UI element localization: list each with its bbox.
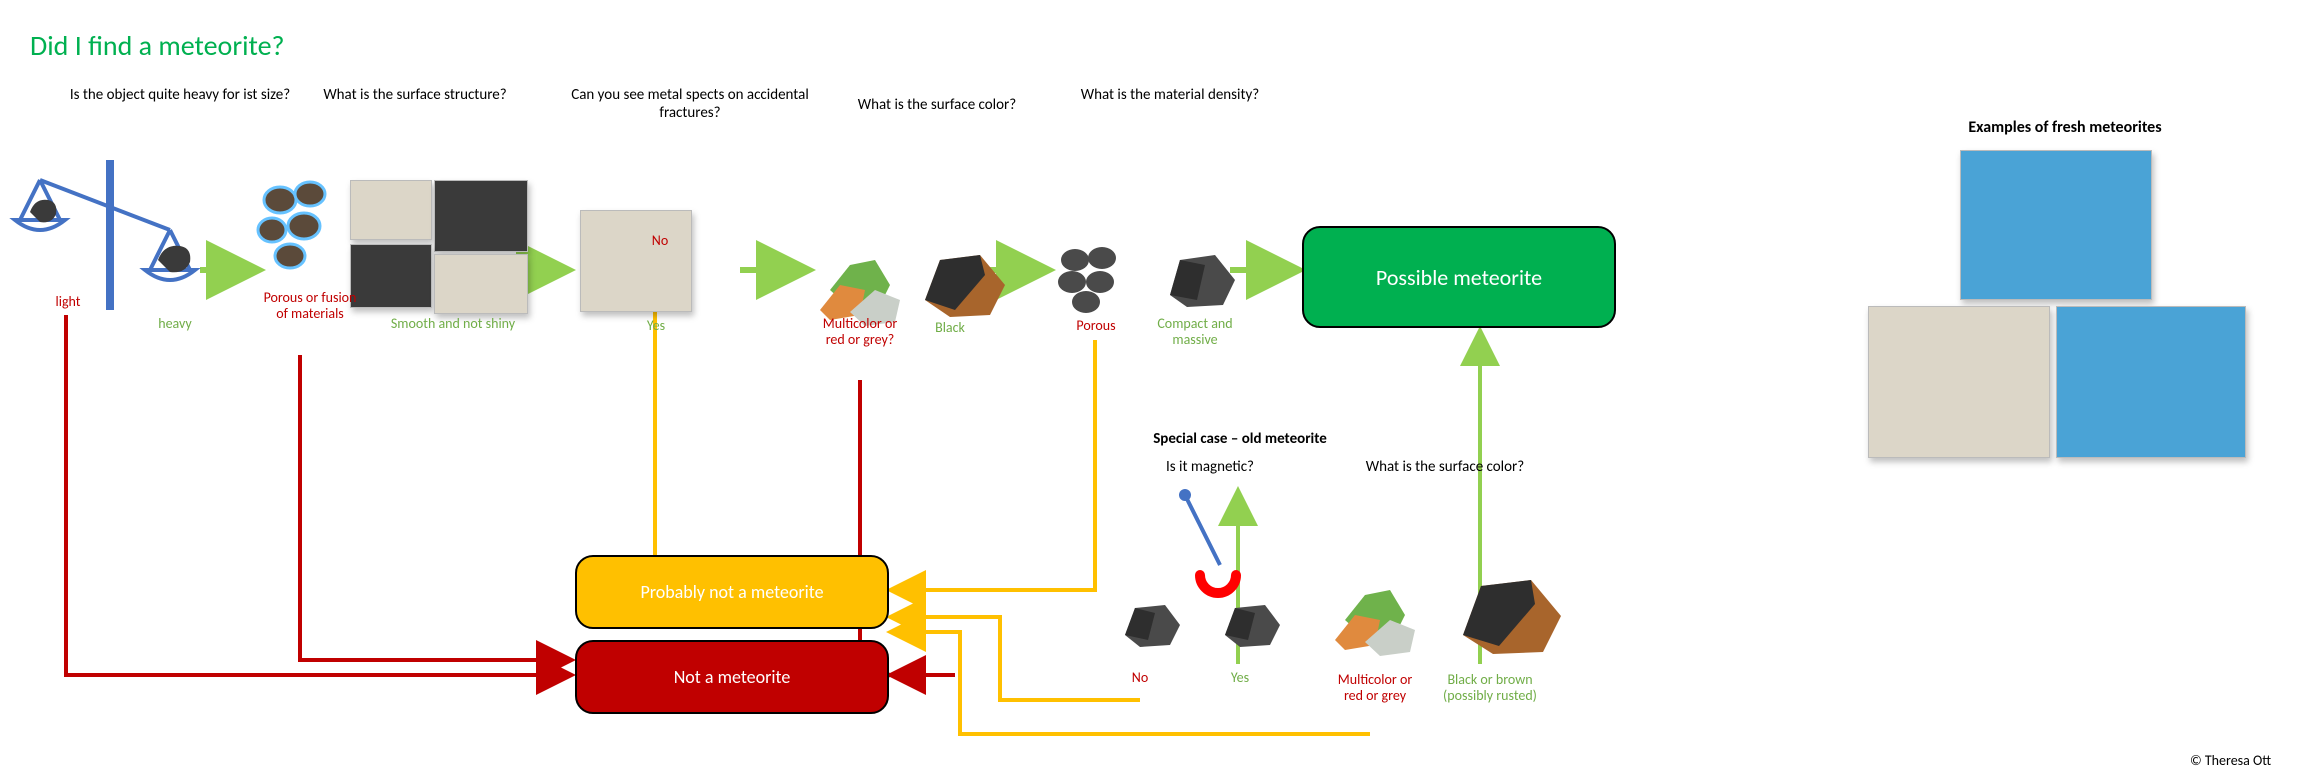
answer-compact: Compact and massive — [1150, 316, 1240, 376]
example-photo-1 — [1960, 150, 2152, 300]
surface-photo-2 — [434, 180, 528, 252]
density-icons — [1058, 247, 1235, 313]
answer-porous: Porous or fusion of materials — [260, 290, 360, 350]
copyright: © Theresa Ott — [2190, 752, 2300, 770]
example-photo-3 — [2056, 306, 2246, 458]
balance-scale-icon — [15, 160, 195, 310]
surface-photo-3 — [350, 244, 432, 308]
surface-photo-4 — [434, 254, 528, 314]
question-surface: What is the surface structure? — [305, 86, 525, 126]
question-color: What is the surface color? — [832, 96, 1042, 116]
page-title: Did I find a meteorite? — [30, 28, 430, 62]
answer-magnetic-no: No — [1120, 670, 1160, 688]
answer-heavy: heavy — [145, 316, 205, 334]
answer-metal-yes: Yes — [636, 318, 676, 336]
special-case-label: Special case – old meteorite — [1090, 430, 1390, 450]
result-not: Not a meteorite — [575, 640, 889, 714]
porous-blobs-icon — [258, 182, 325, 268]
answer-light: light — [38, 294, 98, 312]
answer-density-porous: Porous — [1066, 318, 1126, 336]
answer-smooth: Smooth and not shiny — [388, 316, 518, 356]
question-color-2: What is the surface color? — [1320, 458, 1570, 478]
answer-magnetic-yes: Yes — [1220, 670, 1260, 688]
question-weight: Is the object quite heavy for ist size? — [60, 86, 300, 126]
answer-black: Black — [920, 320, 980, 338]
examples-heading: Examples of fresh meteorites — [1890, 118, 2240, 138]
surface-color-rocks-2 — [1335, 580, 1561, 656]
answer-black-brown: Black or brown (possibly rusted) — [1440, 672, 1540, 747]
magnet-test-icon — [1125, 489, 1280, 647]
result-possible: Possible meteorite — [1302, 226, 1616, 328]
question-density: What is the material density? — [1060, 86, 1280, 126]
surface-photo-1 — [350, 180, 432, 240]
answer-multicolor: Multicolor or red or grey? — [815, 316, 905, 376]
answer-multicolor-2: Multicolor or red or grey — [1330, 672, 1420, 727]
question-metal: Can you see metal spects on accidental f… — [560, 86, 820, 126]
example-photo-2 — [1868, 306, 2050, 458]
result-probably-not: Probably not a meteorite — [575, 555, 889, 629]
question-magnetic: Is it magnetic? — [1120, 458, 1300, 478]
fracture-photo — [580, 210, 692, 312]
answer-metal-no: No — [640, 233, 680, 251]
